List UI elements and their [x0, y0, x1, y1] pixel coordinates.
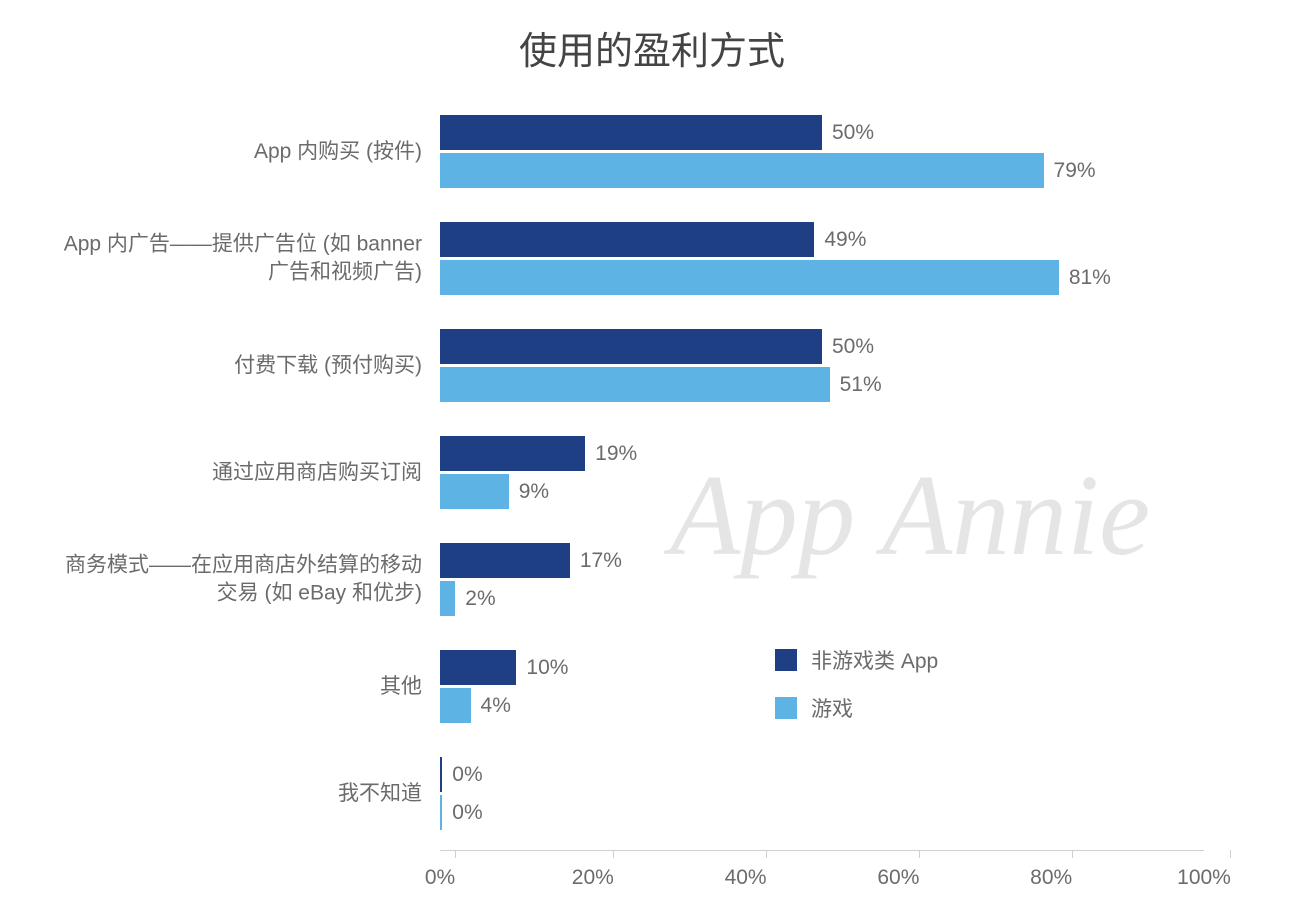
x-axis-tick-label: 80% — [1030, 866, 1072, 890]
bar-value-label: 50% — [832, 121, 874, 145]
legend-item: 游戏 — [775, 693, 938, 723]
bar-value-label: 2% — [465, 587, 495, 611]
bar-value-label: 79% — [1054, 159, 1096, 183]
x-axis-tick-mark — [1072, 850, 1073, 858]
bar: 9% — [440, 474, 509, 509]
category-group: App 内广告——提供广告位 (如 banner 广告和视频广告)49%81% — [440, 222, 1204, 295]
bar: 49% — [440, 222, 814, 257]
category-label: App 内广告——提供广告位 (如 banner 广告和视频广告) — [52, 230, 422, 287]
category-label: 其他 — [52, 672, 422, 700]
category-group: 付费下载 (预付购买)50%51% — [440, 329, 1204, 402]
bar: 2% — [440, 581, 455, 616]
legend-label: 非游戏类 App — [811, 645, 938, 675]
bar: 10% — [440, 650, 516, 685]
x-axis-tick-label: 60% — [877, 866, 919, 890]
bar: 50% — [440, 329, 822, 364]
bar: 4% — [440, 688, 471, 723]
bar-value-label: 0% — [452, 763, 482, 787]
category-group: 通过应用商店购买订阅19%9% — [440, 436, 1204, 509]
bar: 0% — [440, 795, 442, 830]
bar-value-label: 4% — [481, 694, 511, 718]
category-label: 付费下载 (预付购买) — [52, 351, 422, 379]
bar-value-label: 9% — [519, 480, 549, 504]
bar-value-label: 81% — [1069, 266, 1111, 290]
bar: 17% — [440, 543, 570, 578]
x-axis-tick: 60% — [898, 850, 940, 890]
bar: 81% — [440, 260, 1059, 295]
category-label: App 内购买 (按件) — [52, 137, 422, 165]
x-axis-tick: 80% — [1051, 850, 1093, 890]
bar-value-label: 0% — [452, 801, 482, 825]
x-axis-tick-mark — [1230, 850, 1231, 858]
x-axis-tick-label: 100% — [1177, 866, 1231, 890]
legend-item: 非游戏类 App — [775, 645, 938, 675]
chart-container: 使用的盈利方式 App Annie 0%20%40%60%80%100% 非游戏… — [0, 0, 1304, 918]
x-axis-tick: 100% — [1204, 850, 1258, 890]
category-group: App 内购买 (按件)50%79% — [440, 115, 1204, 188]
x-axis-tick: 40% — [746, 850, 788, 890]
x-axis-tick-mark — [613, 850, 614, 858]
bar-value-label: 51% — [840, 373, 882, 397]
chart-title: 使用的盈利方式 — [50, 20, 1254, 75]
legend-swatch — [775, 649, 797, 671]
bar: 50% — [440, 115, 822, 150]
category-label: 我不知道 — [52, 779, 422, 807]
x-axis: 0%20%40%60%80%100% — [440, 850, 1204, 851]
plot-area: App Annie 0%20%40%60%80%100% 非游戏类 App游戏 … — [440, 105, 1204, 845]
x-axis-tick-mark — [766, 850, 767, 858]
x-axis-tick-label: 40% — [725, 866, 767, 890]
bar: 79% — [440, 153, 1044, 188]
bar: 19% — [440, 436, 585, 471]
category-label: 商务模式——在应用商店外结算的移动交易 (如 eBay 和优步) — [52, 551, 422, 608]
x-axis-tick: 0% — [440, 850, 470, 890]
bar-value-label: 19% — [595, 442, 637, 466]
x-axis-tick-mark — [919, 850, 920, 858]
legend: 非游戏类 App 游戏 — [775, 645, 938, 741]
bar-value-label: 17% — [580, 549, 622, 573]
x-axis-tick-label: 20% — [572, 866, 614, 890]
bar-value-label: 50% — [832, 335, 874, 359]
bar: 51% — [440, 367, 830, 402]
legend-swatch — [775, 697, 797, 719]
legend-label: 游戏 — [811, 693, 853, 723]
x-axis-tick: 20% — [593, 850, 635, 890]
category-group: 商务模式——在应用商店外结算的移动交易 (如 eBay 和优步)17%2% — [440, 543, 1204, 616]
x-axis-tick-mark — [455, 850, 456, 858]
category-label: 通过应用商店购买订阅 — [52, 458, 422, 486]
x-axis-tick-label: 0% — [425, 866, 455, 890]
bar-value-label: 49% — [824, 228, 866, 252]
category-group: 我不知道0%0% — [440, 757, 1204, 830]
bar: 0% — [440, 757, 442, 792]
bar-value-label: 10% — [526, 656, 568, 680]
